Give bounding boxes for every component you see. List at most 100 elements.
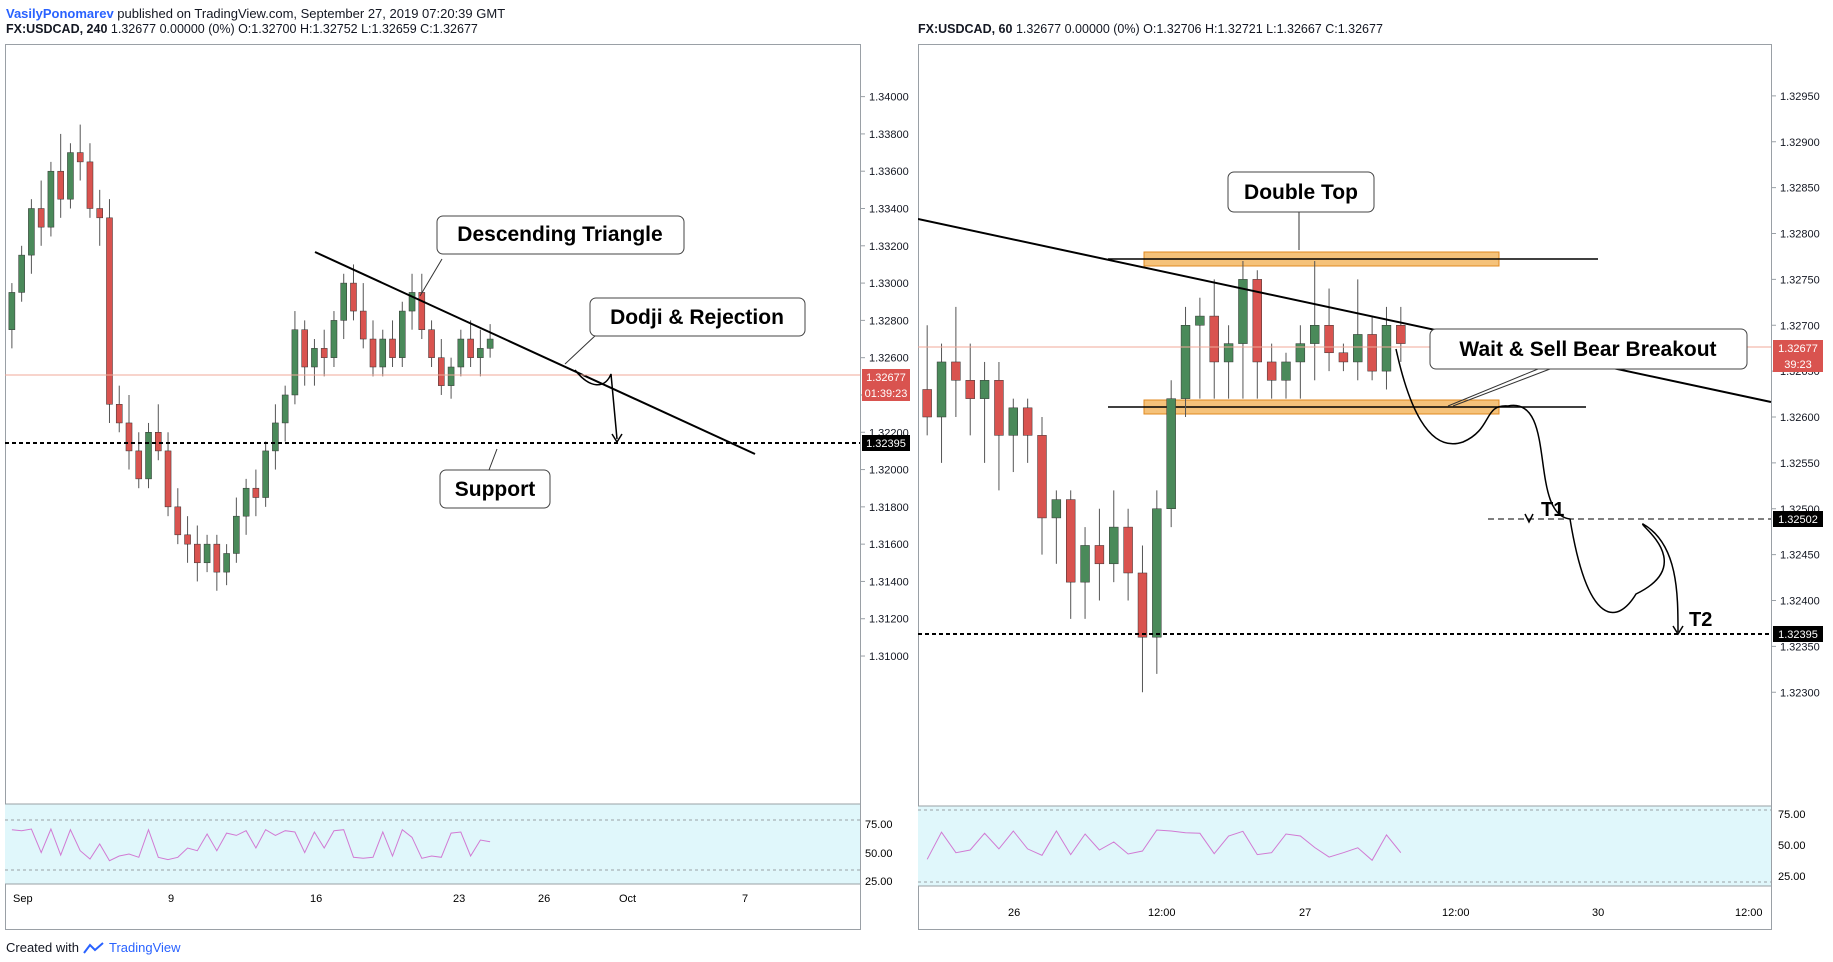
- candle-body: [1008, 407, 1018, 436]
- created-with-text: Created with: [6, 940, 79, 955]
- candle-body: [155, 432, 162, 452]
- descending-triangle-callout[interactable]: Descending Triangle: [419, 215, 685, 297]
- left-x-tick: 9: [168, 893, 174, 905]
- candle-body: [106, 217, 113, 405]
- candle-body: [213, 543, 221, 573]
- candle-body: [311, 348, 318, 368]
- candle-body: [320, 348, 328, 358]
- left-x-tick: 26: [538, 893, 550, 905]
- dodji-callout[interactable]: Dodji & Rejection: [564, 297, 806, 365]
- wait-sell-text: Wait & Sell Bear Breakout: [1459, 338, 1716, 361]
- left-projection-path: [574, 369, 618, 440]
- candle-body: [37, 208, 45, 228]
- right-chart[interactable]: 1.32950 1.32900 1.32850 1.32800 1.32750 1.327…: [918, 44, 1830, 930]
- candle-body: [18, 254, 25, 293]
- support-callout[interactable]: Support: [439, 448, 551, 509]
- right-symbol[interactable]: FX:USDCAD, 60: [918, 22, 1013, 36]
- candle-body: [164, 450, 172, 508]
- tradingview-brand-link[interactable]: TradingView: [108, 940, 181, 955]
- candle-body: [291, 329, 299, 396]
- left-x-tick: 23: [453, 893, 465, 905]
- right-x-tick: 27: [1299, 907, 1311, 919]
- candle-body: [369, 338, 377, 368]
- candle-body: [1281, 361, 1291, 381]
- support-callout-text: Support: [455, 478, 535, 501]
- candle-body: [8, 292, 16, 330]
- left-symbol[interactable]: FX:USDCAD, 240: [6, 22, 108, 36]
- right-projection-path: [1395, 348, 1679, 633]
- wait-sell-pointer-1: [1447, 368, 1539, 407]
- candle-body: [428, 329, 435, 358]
- right-rsi-tick-25: 25.00: [1778, 871, 1806, 883]
- candle-body: [57, 170, 64, 200]
- candle-body: [145, 432, 152, 480]
- candle-body: [359, 310, 367, 340]
- right-rsi-panel: [918, 806, 1771, 886]
- price-tick-label: 1.32350: [1780, 641, 1820, 653]
- candle-body: [1266, 361, 1277, 381]
- left-rsi-line: [11, 827, 491, 862]
- footer: Created with TradingView: [6, 940, 181, 955]
- candle-body: [965, 380, 975, 399]
- right-last-price-tag: [1773, 340, 1823, 356]
- candle-body: [96, 208, 103, 219]
- price-tick-label: 1.32800: [869, 315, 909, 327]
- candle-body: [1037, 435, 1047, 519]
- left-last-price-text: 1.32677: [866, 372, 906, 384]
- right-rsi-tick-75: 75.00: [1778, 809, 1806, 821]
- candle-body: [330, 320, 338, 358]
- candle-body: [1223, 343, 1234, 363]
- candle-body: [1066, 499, 1076, 583]
- price-tick-label: 1.32800: [1780, 229, 1820, 241]
- candle-body: [1209, 315, 1219, 363]
- candle-body: [477, 348, 484, 358]
- double-top-callout[interactable]: Double Top: [1227, 171, 1375, 250]
- candle-body: [1137, 572, 1148, 638]
- candle-body: [1238, 279, 1248, 344]
- candle-body: [447, 366, 455, 386]
- right-x-tick: 30: [1592, 907, 1604, 919]
- price-tick-label: 1.33600: [869, 166, 909, 178]
- candle-body: [1367, 334, 1377, 372]
- left-support-text: 1.32395: [866, 438, 906, 450]
- candle-body: [76, 152, 84, 163]
- candle-body: [979, 380, 990, 399]
- left-rsi-tick-25: 25.00: [865, 876, 893, 888]
- candle-body: [242, 487, 250, 517]
- left-rsi-panel: [5, 804, 860, 884]
- left-x-tick: Sep: [13, 893, 33, 905]
- price-tick-label: 1.32550: [1780, 458, 1820, 470]
- price-tick-label: 1.34000: [869, 92, 909, 104]
- t2-label: T2: [1689, 609, 1712, 631]
- candle-body: [203, 543, 211, 564]
- candle-body: [115, 404, 123, 424]
- dodji-callout-text: Dodji & Rejection: [610, 306, 784, 329]
- t2-arrowhead: [1672, 625, 1684, 636]
- right-t2-tag: [1773, 626, 1823, 642]
- candle-body: [1051, 499, 1062, 519]
- right-trendline[interactable]: [918, 218, 1772, 403]
- left-chart[interactable]: 1.34000 1.33800 1.33600 1.33400 1.33200 1.330…: [5, 44, 910, 930]
- price-tick-label: 1.31600: [869, 539, 909, 551]
- candle-body: [1324, 325, 1334, 354]
- candle-body: [281, 394, 289, 424]
- price-tick-label: 1.31200: [869, 614, 909, 626]
- price-tick-label: 1.33400: [869, 204, 909, 216]
- left-x-tick: 7: [742, 893, 748, 905]
- left-trendline[interactable]: [314, 251, 756, 455]
- right-rsi-line: [926, 829, 1402, 862]
- wait-sell-callout[interactable]: Wait & Sell Bear Breakout: [1429, 328, 1748, 407]
- candle-body: [47, 170, 55, 228]
- candle-body: [1123, 526, 1133, 574]
- candle-body: [936, 361, 947, 418]
- candle-body: [252, 487, 260, 498]
- candle-body: [467, 338, 474, 358]
- published-text: published on TradingView.com, September …: [117, 6, 506, 21]
- candle-body: [125, 422, 133, 452]
- t1-arrowhead: [1524, 513, 1534, 524]
- author-link[interactable]: VasilyPonomarev: [6, 6, 114, 21]
- left-x-tick: 16: [310, 893, 322, 905]
- candle-body: [340, 282, 347, 321]
- candle-body: [379, 338, 387, 368]
- right-countdown-tag: [1773, 356, 1823, 372]
